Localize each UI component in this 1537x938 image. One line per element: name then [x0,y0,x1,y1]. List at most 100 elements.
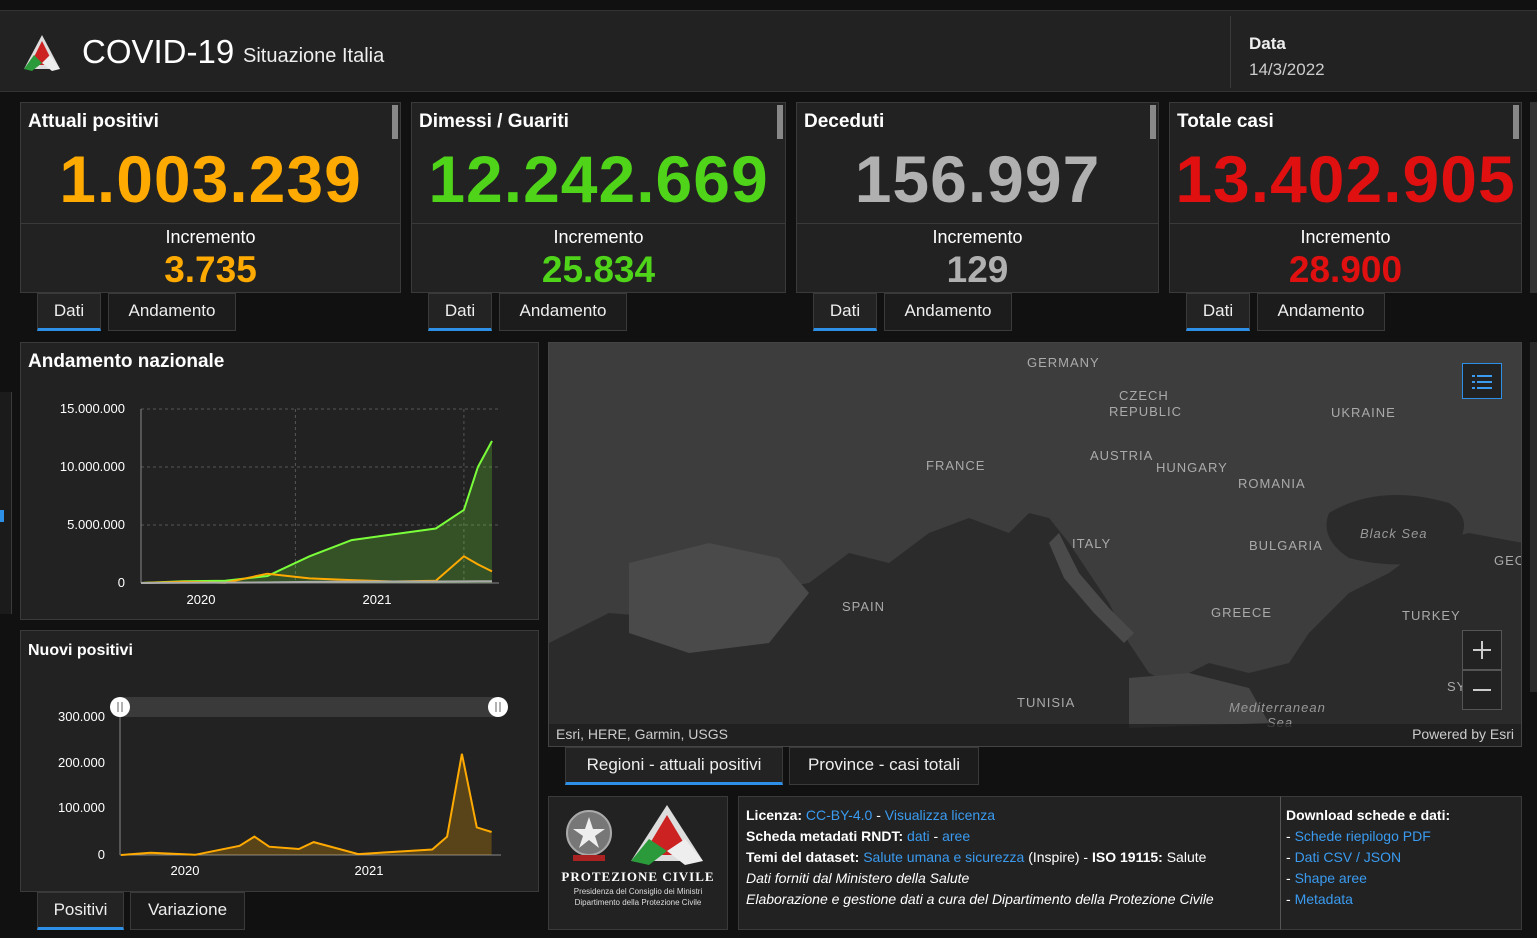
y-tick-label: 300.000 [58,709,105,724]
map-label: GERMANY [1027,355,1100,370]
x-tick-label: 2021 [355,863,384,878]
card-attuali-positivi: Attuali positivi 1.003.239 Incremento 3.… [20,102,401,293]
tab-regioni-attuali-positivi[interactable]: Regioni - attuali positivi [565,747,783,785]
tab-dati[interactable]: Dati [37,293,101,331]
license-link[interactable]: CC-BY-4.0 [805,807,873,823]
download-link-pdf[interactable]: Schede riepilogo PDF [1294,828,1431,844]
card-increment-label: Incremento [553,227,644,247]
legend-list-button[interactable] [1462,363,1502,399]
rndt-label: Scheda metadati RNDT: [746,828,904,844]
chevron-right-icon [0,510,4,522]
right-edge-scroll[interactable] [1530,102,1537,293]
andamento-chart[interactable]: 15.000.000 10.000.000 5.000.000 0 2020 2… [21,343,540,621]
nuovi-positivi-chart[interactable]: 300.000 200.000 100.000 0 2020 2021 [21,631,540,893]
range-slider-handle-left[interactable] [110,697,130,717]
tab-province-casi-totali[interactable]: Province - casi totali [789,747,979,785]
map-label: CZECH [1119,388,1169,403]
card-increment-label: Incremento [1300,227,1391,247]
tab-dati[interactable]: Dati [813,293,877,331]
card-title: Dimessi / Guariti [419,111,569,132]
protezione-civile-logo [24,35,60,71]
tab-variazione[interactable]: Variazione [130,892,245,930]
data-source-note: Dati forniti dal Ministero della Salute [746,870,970,886]
y-tick-label: 15.000.000 [60,401,125,416]
map-attribution: Esri, HERE, Garmin, USGS Powered by Esri [549,724,1521,746]
tab-andamento[interactable]: Andamento [499,293,627,331]
range-slider-track[interactable] [120,697,499,717]
iso-label: ISO 19115: [1092,849,1163,865]
temi-link[interactable]: Salute umana e sicurezza [863,849,1025,865]
separator: - [929,828,943,844]
download-item: - Metadata [1286,891,1353,907]
licenza-label: Licenza: [746,807,803,823]
tab-dati[interactable]: Dati [1186,293,1250,331]
protezione-civile-icon [631,805,703,865]
tab-positivi[interactable]: Positivi [37,892,124,930]
x-tick-label: 2020 [171,863,200,878]
y-tick-label: 5.000.000 [67,517,125,532]
map-label: UKRAINE [1331,405,1396,420]
card-scrollbar[interactable] [392,105,398,139]
card-value: 1.003.239 [59,142,362,216]
panel-title: Nuovi positivi [28,642,133,659]
map-sea-label: Black Sea [1360,526,1428,541]
area-nuovi-positivi [121,753,492,855]
map-land [549,343,1521,746]
temi-row: Temi del dataset: Salute umana e sicurez… [746,847,1276,868]
tab-andamento[interactable]: Andamento [108,293,236,331]
card-scrollbar[interactable] [777,105,783,139]
app-header: COVID-19 Situazione Italia Data 14/3/202… [0,10,1537,92]
licenza-row: Licenza: CC-BY-4.0 - Visualizza licenza [746,805,1276,826]
map-label: BULGARIA [1249,538,1323,553]
download-link-metadata[interactable]: Metadata [1294,891,1353,907]
range-slider-handle-right[interactable] [488,697,508,717]
map-right-scroll[interactable] [1530,342,1537,692]
org-line-1: Presidenza del Consiglio dei Ministri [573,887,703,896]
map-label: SPAIN [842,599,886,614]
attribution-right[interactable]: Powered by Esri [1412,726,1514,742]
zoom-out-button[interactable] [1462,670,1502,710]
panel-title: Andamento nazionale [28,351,225,372]
map-label: ROMANIA [1238,476,1306,491]
map-label: FRANCE [926,458,986,473]
temi-label: Temi del dataset: [746,849,860,865]
card-dimessi-guariti: Dimessi / Guariti 12.242.669 Incremento … [411,102,786,293]
rndt-aree-link[interactable]: aree [942,828,971,844]
series-nuovi-positivi [120,753,492,856]
dataset-info: Licenza: CC-BY-4.0 - Visualizza licenza … [738,796,1284,930]
y-tick-label: 0 [98,847,105,862]
tab-andamento[interactable]: Andamento [884,293,1012,331]
card-totale-casi: Totale casi 13.402.905 Incremento 28.900 [1169,102,1522,293]
map-view[interactable]: GERMANY CZECH REPUBLIC UKRAINE FRANCE AU… [548,342,1522,747]
download-link-shape[interactable]: Shape aree [1294,870,1367,886]
map-label: ITALY [1072,536,1112,551]
card-increment-value: 3.735 [164,249,257,290]
app-title: COVID-19 [82,33,235,70]
area-guariti [141,441,492,583]
card-increment-label: Incremento [165,227,256,247]
y-tick-label: 10.000.000 [60,459,125,474]
card-increment-value: 25.834 [541,249,656,290]
map-label: GEO [1494,553,1521,568]
card-title: Deceduti [804,111,885,132]
map-label: TURKEY [1402,608,1461,623]
rndt-dati-link[interactable]: dati [907,828,930,844]
protezione-civile-logo-panel: PROTEZIONE CIVILE Presidenza del Consigl… [548,796,728,930]
view-license-link[interactable]: Visualizza licenza [884,807,996,823]
date-value: 14/3/2022 [1249,60,1325,79]
tab-dati[interactable]: Dati [428,293,492,331]
download-link-csv-json[interactable]: Dati CSV / JSON [1294,849,1402,865]
card-scrollbar[interactable] [1150,105,1156,139]
side-panel-toggle[interactable] [0,392,12,614]
card-increment-value: 129 [946,249,1009,290]
card-increment-label: Incremento [932,227,1023,247]
download-title: Download schede e dati: [1286,807,1451,823]
map-sea-label: Mediterranean [1229,700,1326,715]
tab-andamento[interactable]: Andamento [1257,293,1385,331]
org-line-2: Dipartimento della Protezione Civile [574,898,702,907]
card-scrollbar[interactable] [1513,105,1519,139]
date-label: Data [1249,34,1286,53]
separator: - [872,807,885,823]
data-processing-note: Elaborazione e gestione dati a cura del … [746,891,1214,907]
zoom-in-button[interactable] [1462,630,1502,670]
